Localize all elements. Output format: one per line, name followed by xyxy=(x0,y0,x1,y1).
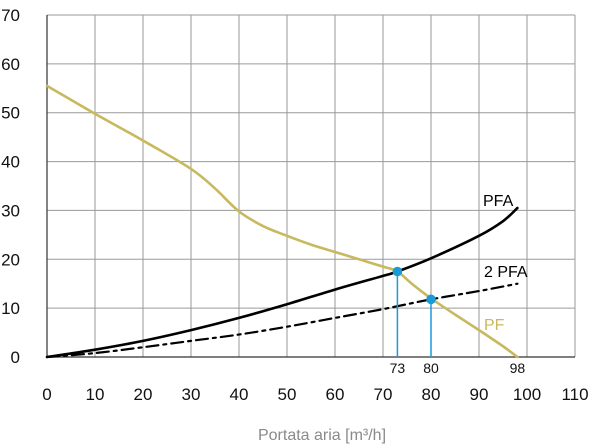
y-tick-label: 0 xyxy=(11,348,20,367)
series-line xyxy=(45,206,519,359)
y-tick-label: 60 xyxy=(1,55,20,74)
series-label: 2 PFA xyxy=(484,264,528,281)
series-labels: 98 PF PFA 2 PFA xyxy=(483,193,528,376)
x-tick-label: 110 xyxy=(561,385,588,404)
series-line xyxy=(45,84,519,359)
x-axis-label: Portata aria [m³/h] xyxy=(258,427,386,444)
x-tick-label: 100 xyxy=(513,385,541,404)
annotation-label: 98 xyxy=(510,360,526,376)
operating-point-label: 80 xyxy=(423,360,439,376)
series-lines xyxy=(45,84,519,359)
x-tick-label: 70 xyxy=(374,385,393,404)
series-line xyxy=(45,282,519,359)
x-tick-label: 80 xyxy=(422,385,441,404)
x-tick-label: 20 xyxy=(134,385,153,404)
y-tick-label: 40 xyxy=(1,153,20,172)
x-tick-label: 0 xyxy=(42,385,51,404)
x-tick-label: 60 xyxy=(326,385,345,404)
x-tick-label: 50 xyxy=(278,385,297,404)
y-tick-label: 50 xyxy=(1,104,20,123)
series-label: PF xyxy=(484,317,505,334)
operating-points: 73 80 xyxy=(390,266,439,376)
x-tick-label: 40 xyxy=(230,385,249,404)
y-tick-label: 20 xyxy=(1,250,20,269)
y-tick-label: 70 xyxy=(1,6,20,25)
tick-labels: 0 10 20 30 40 50 60 70 80 90 100 110 0 10 20 30 40 50 60 70 xyxy=(1,6,588,404)
x-tick-label: 90 xyxy=(470,385,489,404)
operating-point-marker xyxy=(392,266,403,277)
y-tick-label: 30 xyxy=(1,201,20,220)
series-label: PFA xyxy=(483,193,514,210)
y-tick-label: 10 xyxy=(1,299,20,318)
x-tick-label: 10 xyxy=(86,385,105,404)
x-tick-label: 30 xyxy=(182,385,201,404)
operating-point-marker xyxy=(426,294,436,305)
grid-lines xyxy=(46,14,576,358)
operating-point-label: 73 xyxy=(390,360,406,376)
